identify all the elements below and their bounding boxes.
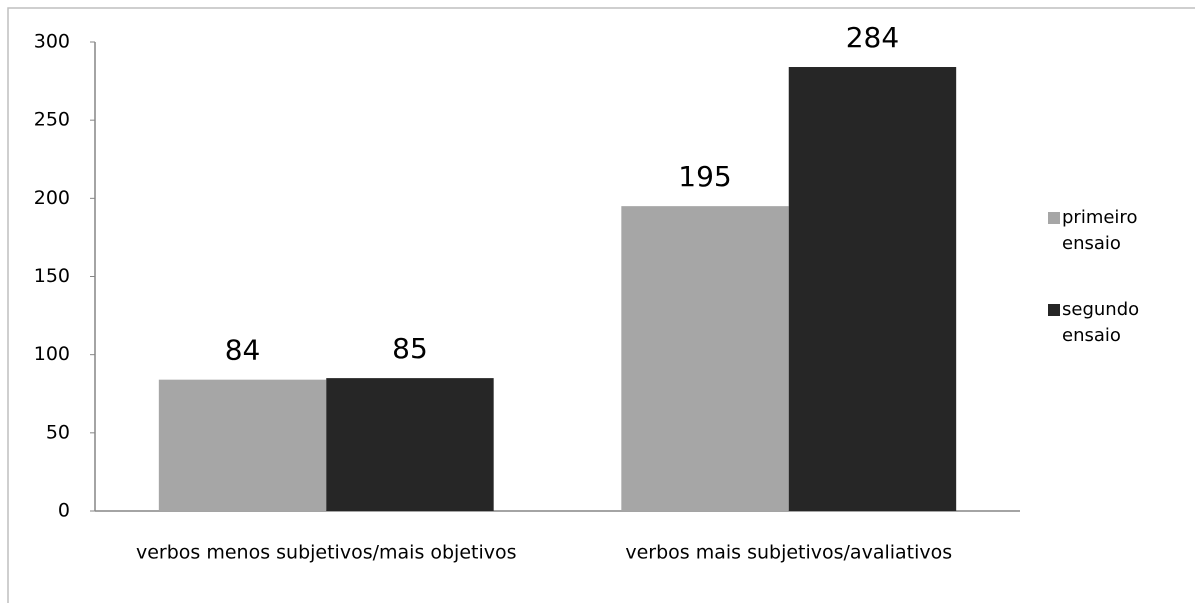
data-label: 195 (678, 160, 731, 193)
data-label: 85 (392, 332, 428, 365)
data-label: 284 (846, 21, 899, 54)
y-tick-label: 200 (34, 187, 70, 209)
bar (158, 379, 327, 511)
legend-swatch (1048, 304, 1060, 316)
legend-swatch (1048, 212, 1060, 224)
y-tick-label: 50 (46, 421, 70, 443)
y-tick-label: 0 (58, 500, 70, 522)
y-tick-label: 300 (34, 31, 70, 53)
y-tick-label: 100 (34, 343, 70, 365)
y-tick-label: 150 (34, 265, 70, 287)
x-tick-label: verbos mais subjetivos/avaliativos (625, 542, 952, 564)
x-tick-label: verbos menos subjetivos/mais objetivos (136, 542, 517, 564)
legend-label: segundo ensaio (1062, 299, 1140, 346)
bar (621, 206, 789, 511)
legend-label: primeiro ensaio (1062, 207, 1138, 254)
chart-border (7, 7, 1195, 603)
data-label: 84 (225, 334, 261, 367)
bar (326, 378, 494, 511)
bar (788, 67, 957, 511)
y-tick-label: 250 (34, 109, 70, 131)
